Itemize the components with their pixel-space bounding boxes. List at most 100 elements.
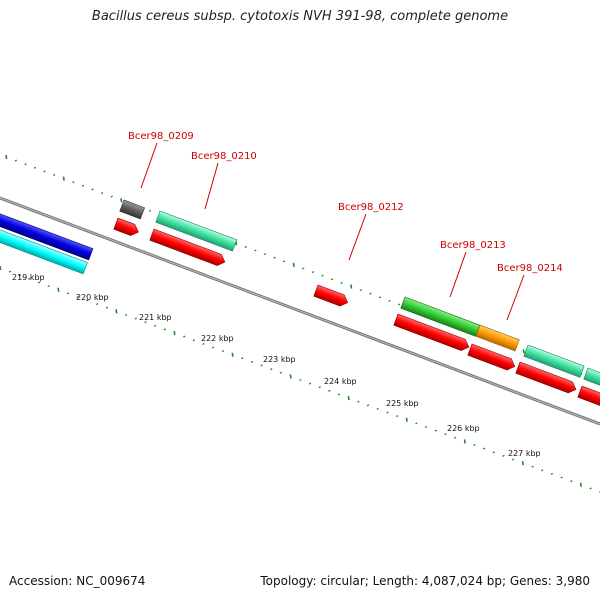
lower-tick <box>57 287 60 292</box>
scale-label-220: 220 kbp <box>76 293 109 302</box>
upper-tick <box>282 260 286 263</box>
upper-tick <box>330 278 334 281</box>
lower-tick <box>337 393 341 396</box>
lower-tick <box>105 306 108 309</box>
gene-label-0212[interactable]: Bcer98_0212 <box>338 202 404 213</box>
upper-tick <box>100 191 104 195</box>
lower-tick <box>531 465 534 468</box>
upper-tick <box>62 176 65 181</box>
upper-tick <box>359 289 362 292</box>
lower-tick <box>560 476 563 479</box>
feature-bcer98-0210[interactable] <box>155 210 238 252</box>
lower-tick <box>115 309 118 314</box>
upper-tick <box>302 267 305 270</box>
lower-tick <box>153 324 157 327</box>
scale-label-222: 222 kbp <box>201 334 234 343</box>
lower-tick <box>173 330 176 336</box>
feature-bcer98-0212[interactable] <box>313 284 350 308</box>
lower-tick <box>570 480 573 483</box>
lower-tick <box>541 469 544 472</box>
scale-label-226: 226 kbp <box>447 424 480 433</box>
scale-label-227: 227 kbp <box>508 449 541 458</box>
gene-label-leaders <box>140 142 525 321</box>
lower-tick <box>202 342 205 345</box>
lower-tick <box>386 411 389 414</box>
lower-tick <box>192 339 195 342</box>
upper-tick <box>350 284 353 289</box>
scale-label-223: 223 kbp <box>263 355 296 364</box>
upper-tick <box>321 274 324 277</box>
scale-label-221: 221 kbp <box>139 313 172 322</box>
lower-tick <box>163 328 166 331</box>
gc-skew-ticks-lower <box>0 265 600 494</box>
lower-tick <box>0 265 2 271</box>
upper-tick <box>311 271 315 274</box>
feature-cds-small[interactable] <box>113 217 141 238</box>
upper-tick <box>5 154 8 160</box>
lower-tick <box>260 364 263 367</box>
gene-labels: Bcer98_0209 Bcer98_0210 Bcer98_0212 Bcer… <box>128 131 563 274</box>
lower-tick <box>347 395 350 401</box>
scale-label-219: 219 kbp <box>12 273 45 282</box>
genome-backbone <box>0 196 600 426</box>
lower-tick <box>492 451 495 454</box>
lower-tick <box>415 422 418 425</box>
lower-tick <box>308 382 312 385</box>
lower-tick <box>318 386 321 389</box>
lower-tick <box>434 429 437 432</box>
lower-tick <box>212 346 215 349</box>
lower-tick <box>366 404 370 407</box>
feature-blue[interactable] <box>0 209 94 261</box>
lower-tick <box>473 443 476 447</box>
lower-tick <box>47 285 50 288</box>
lower-tick <box>483 447 486 450</box>
lower-tick <box>28 277 31 280</box>
feature-cds-0210[interactable] <box>149 228 227 268</box>
feature-cds-right-1[interactable] <box>515 361 578 395</box>
upper-tick <box>91 188 94 191</box>
upper-tick <box>244 245 247 248</box>
feature-cds-right-2[interactable] <box>577 385 600 410</box>
feature-bcer98-0214[interactable] <box>475 324 520 352</box>
lower-tick <box>589 487 592 490</box>
scale-labels: 219 kbp 220 kbp 221 kbp 222 kbp 223 kbp … <box>12 273 541 458</box>
feature-rrna[interactable] <box>0 225 88 275</box>
upper-tick <box>24 163 27 166</box>
scale-label-225: 225 kbp <box>386 399 419 408</box>
lower-tick <box>395 415 399 418</box>
upper-tick <box>397 303 401 306</box>
lower-tick <box>299 378 302 382</box>
feature-bcer98-0209[interactable] <box>119 199 145 220</box>
lower-tick <box>512 458 515 461</box>
gene-label-0214[interactable]: Bcer98_0214 <box>497 263 563 274</box>
feature-trna-right-1[interactable] <box>523 344 585 378</box>
lower-tick <box>183 335 186 338</box>
feature-cds-0214[interactable] <box>467 343 517 372</box>
scale-label-224: 224 kbp <box>324 377 357 386</box>
gene-label-0209[interactable]: Bcer98_0209 <box>128 131 194 142</box>
lower-tick <box>579 482 582 487</box>
lower-tick <box>124 313 128 317</box>
gene-label-0213[interactable]: Bcer98_0213 <box>440 240 506 251</box>
feature-trna-right-2[interactable] <box>583 367 600 391</box>
upper-tick <box>378 296 382 299</box>
gene-label-0210[interactable]: Bcer98_0210 <box>191 151 257 162</box>
lower-tick <box>134 317 137 320</box>
lower-tick <box>424 425 428 429</box>
lower-tick <box>66 292 70 295</box>
lower-tick <box>270 368 273 371</box>
lower-tick <box>453 436 457 439</box>
map-title: Bacillus cereus subsp. cytotoxis NVH 391… <box>91 9 509 24</box>
lower-tick <box>328 389 331 392</box>
feature-track <box>0 199 600 410</box>
lower-tick <box>241 357 244 360</box>
upper-tick <box>254 249 257 252</box>
upper-tick <box>72 181 75 184</box>
upper-tick <box>340 281 343 284</box>
lower-tick <box>221 350 225 353</box>
feature-cds-0213[interactable] <box>393 313 471 353</box>
upper-tick <box>110 195 113 198</box>
lower-tick <box>144 321 147 324</box>
upper-tick <box>53 173 56 177</box>
